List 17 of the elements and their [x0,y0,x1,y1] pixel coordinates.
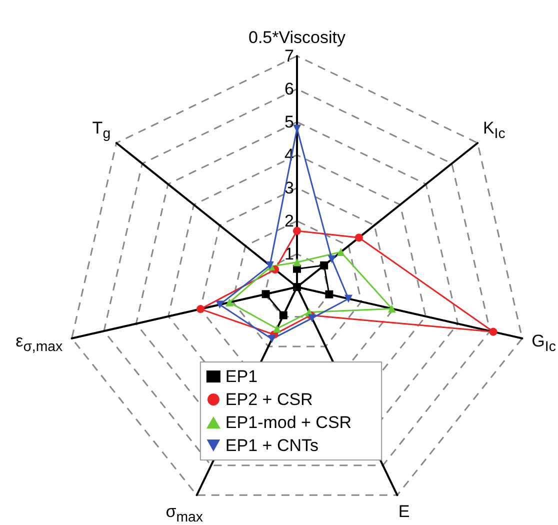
legend-label: EP2 + CSR [225,390,313,409]
y-tick-label: 5 [284,112,294,132]
spoke-label: 0.5*Viscosity [248,28,346,47]
spoke-label: K$_{Ic}$ [482,118,506,142]
legend-label: EP1-mod + CSR [225,413,352,432]
spoke-label: σ$_{max}$ [166,502,203,525]
y-tick-label: 7 [284,46,294,66]
y-tick-label: 2 [284,212,294,230]
spoke-label: T$_{g}$ [92,118,111,142]
spoke-label: ε$_{σ,max}$ [16,331,63,355]
y-tick-label: 6 [284,80,294,98]
legend-label: EP1 [225,367,258,386]
legend-label: EP1 + CNTs [225,436,318,455]
y-tick-label: 3 [284,178,294,198]
y-tick-label: 1 [284,244,294,264]
spoke-label: E [398,502,410,522]
spoke-label: G$_{Ic}$ [532,331,556,355]
